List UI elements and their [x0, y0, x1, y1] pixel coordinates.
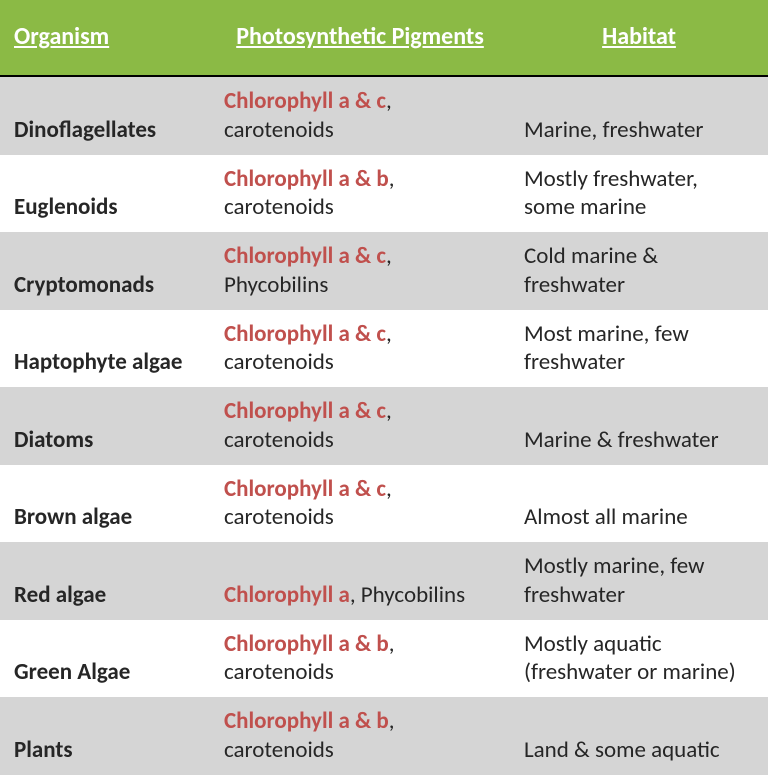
- table-row: Red algaeChlorophyll a, PhycobilinsMostl…: [0, 542, 768, 620]
- cell-pigments: Chlorophyll a & b, carotenoids: [210, 697, 510, 775]
- cell-habitat: Mostly freshwater, some marine: [510, 155, 768, 233]
- cell-organism: Dinoflagellates: [0, 76, 210, 155]
- pigment-accent-text: Chlorophyll a & b: [224, 165, 389, 193]
- cell-organism: Green Algae: [0, 620, 210, 698]
- cell-organism: Cryptomonads: [0, 232, 210, 310]
- cell-organism: Diatoms: [0, 387, 210, 465]
- cell-pigments: Chlorophyll a & c, carotenoids: [210, 387, 510, 465]
- cell-organism: Haptophyte algae: [0, 310, 210, 388]
- cell-pigments: Chlorophyll a & c, Phycobilins: [210, 232, 510, 310]
- cell-habitat: Land & some aquatic: [510, 697, 768, 775]
- cell-habitat: Most marine, few freshwater: [510, 310, 768, 388]
- cell-pigments: Chlorophyll a & c, carotenoids: [210, 310, 510, 388]
- table-row: DinoflagellatesChlorophyll a & c, carote…: [0, 76, 768, 155]
- table-row: PlantsChlorophyll a & b, carotenoidsLand…: [0, 697, 768, 775]
- pigment-accent-text: Chlorophyll a & c: [224, 397, 386, 425]
- table-row: EuglenoidsChlorophyll a & b, carotenoids…: [0, 155, 768, 233]
- cell-pigments: Chlorophyll a & c, carotenoids: [210, 465, 510, 543]
- pigment-table-container: Organism Photosynthetic Pigments Habitat…: [0, 0, 768, 775]
- table-header: Organism Photosynthetic Pigments Habitat: [0, 0, 768, 76]
- cell-pigments: Chlorophyll a & b, carotenoids: [210, 620, 510, 698]
- pigment-rest-text: , Phycobilins: [350, 581, 465, 609]
- table-body: DinoflagellatesChlorophyll a & c, carote…: [0, 76, 768, 775]
- pigment-accent-text: Chlorophyll a & b: [224, 707, 389, 735]
- cell-habitat: Mostly marine, few freshwater: [510, 542, 768, 620]
- cell-organism: Euglenoids: [0, 155, 210, 233]
- table-row: Brown algaeChlorophyll a & c, carotenoid…: [0, 465, 768, 543]
- pigment-accent-text: Chlorophyll a: [224, 581, 350, 609]
- col-header-habitat: Habitat: [510, 0, 768, 76]
- pigment-accent-text: Chlorophyll a & c: [224, 475, 386, 503]
- col-header-pigments: Photosynthetic Pigments: [210, 0, 510, 76]
- cell-habitat: Marine, freshwater: [510, 76, 768, 155]
- cell-pigments: Chlorophyll a, Phycobilins: [210, 542, 510, 620]
- cell-habitat: Mostly aquatic (freshwater or marine): [510, 620, 768, 698]
- cell-pigments: Chlorophyll a & b, carotenoids: [210, 155, 510, 233]
- cell-habitat: Marine & freshwater: [510, 387, 768, 465]
- cell-organism: Plants: [0, 697, 210, 775]
- table-row: DiatomsChlorophyll a & c, carotenoidsMar…: [0, 387, 768, 465]
- cell-organism: Brown algae: [0, 465, 210, 543]
- table-row: Haptophyte algaeChlorophyll a & c, carot…: [0, 310, 768, 388]
- table-row: CryptomonadsChlorophyll a & c, Phycobili…: [0, 232, 768, 310]
- cell-habitat: Almost all marine: [510, 465, 768, 543]
- pigment-accent-text: Chlorophyll a & c: [224, 242, 386, 270]
- col-header-organism: Organism: [0, 0, 210, 76]
- cell-organism: Red algae: [0, 542, 210, 620]
- table-row: Green AlgaeChlorophyll a & b, carotenoid…: [0, 620, 768, 698]
- pigment-accent-text: Chlorophyll a & c: [224, 320, 386, 348]
- cell-pigments: Chlorophyll a & c, carotenoids: [210, 76, 510, 155]
- cell-habitat: Cold marine & freshwater: [510, 232, 768, 310]
- pigment-accent-text: Chlorophyll a & b: [224, 630, 389, 658]
- pigment-accent-text: Chlorophyll a & c: [224, 87, 386, 115]
- pigment-table: Organism Photosynthetic Pigments Habitat…: [0, 0, 768, 775]
